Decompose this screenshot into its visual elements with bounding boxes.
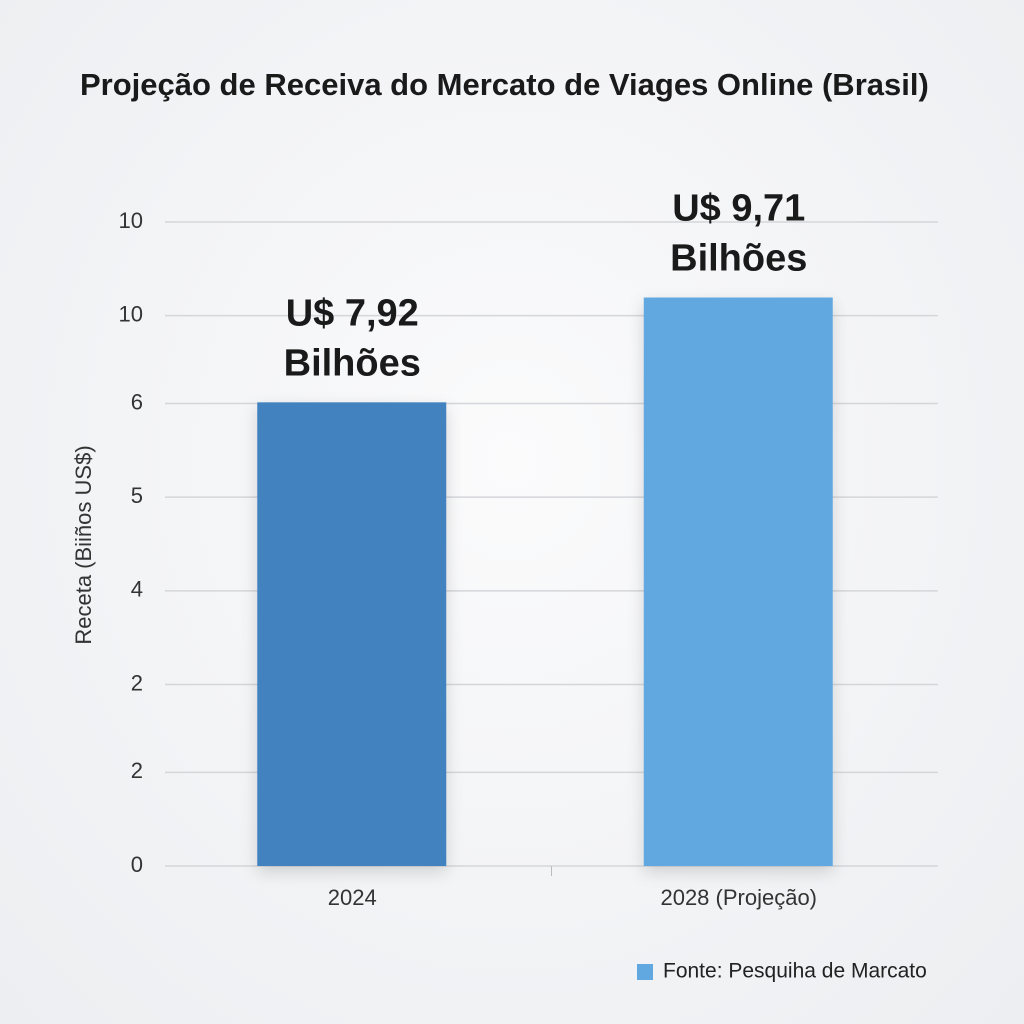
y-tick-label: 0 <box>131 852 143 877</box>
y-tick-label: 2 <box>131 758 143 783</box>
y-tick-label: 10 <box>119 301 143 326</box>
value-label-line: Bilhões <box>284 342 421 384</box>
value-label: U$ 7,92 Bilhões <box>284 292 421 384</box>
y-tick-label: 2 <box>131 670 143 695</box>
y-axis-label: Receta (Biiños US$) <box>71 445 96 644</box>
value-label: U$ 9,71 Bilhões <box>670 188 807 280</box>
y-tick-label: 6 <box>131 389 143 414</box>
bar <box>257 402 447 866</box>
x-tick-label: 2024 <box>328 885 377 910</box>
legend-label: Fonte: Pesquiha de Marcato <box>663 960 927 983</box>
value-label-line: Bilhões <box>670 238 807 280</box>
legend-swatch <box>637 964 653 980</box>
x-tick-label: 2028 (Projeção) <box>660 885 817 910</box>
value-label-line: U$ 9,71 <box>672 188 805 230</box>
y-tick-label: 4 <box>131 577 143 602</box>
bar <box>643 297 833 866</box>
chart-title: Projeção de Receiva do Mercato de Viages… <box>80 67 929 102</box>
value-label-line: U$ 7,92 <box>286 292 419 334</box>
y-tick-label: 5 <box>131 483 143 508</box>
y-tick-label: 10 <box>119 208 143 233</box>
